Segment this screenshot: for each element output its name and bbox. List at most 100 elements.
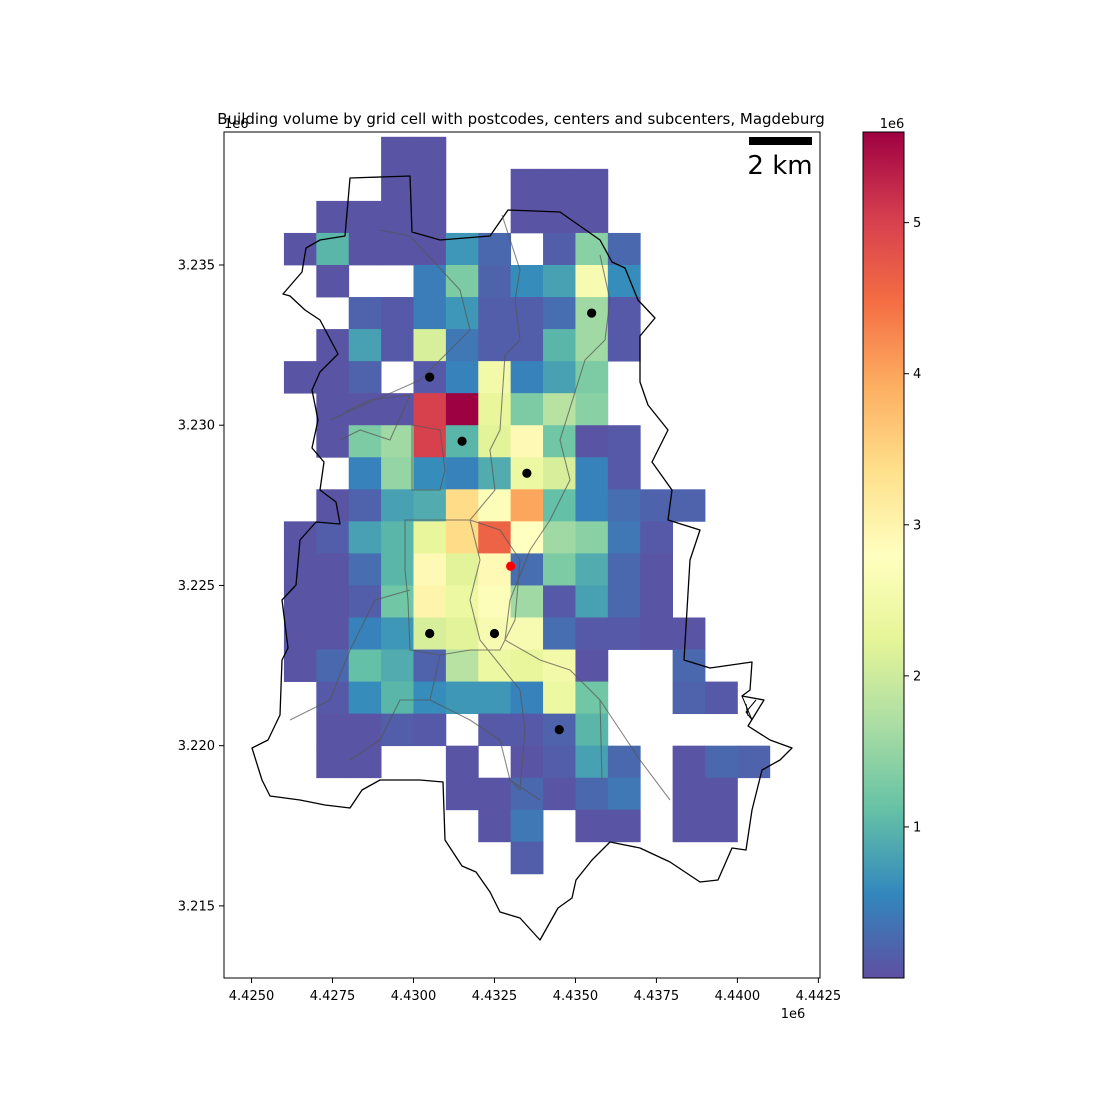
heatmap-cell	[413, 168, 447, 202]
postcode-boundary	[504, 254, 611, 781]
heatmap-cell	[348, 297, 382, 330]
heatmap-cell	[348, 585, 382, 618]
heatmap-cell	[575, 264, 609, 298]
heatmap-cell	[672, 649, 706, 682]
scale-bar: 2 km	[747, 137, 813, 181]
heatmap-cell	[478, 585, 512, 618]
heatmap-cell	[413, 200, 447, 234]
postcode-boundary	[404, 519, 521, 656]
postcode-boundary	[469, 214, 526, 792]
heatmap-cell	[510, 168, 544, 202]
heatmap-cell	[575, 617, 609, 650]
axes-frame	[223, 131, 821, 979]
heatmap-cell	[510, 649, 544, 682]
y-axis-ticks: 3.215 3.220 3.225 3.230 3.235	[178, 258, 224, 914]
heatmap-cell	[607, 457, 641, 490]
heatmap-cell	[607, 329, 641, 362]
heatmap-cell	[283, 585, 317, 618]
heatmap-cell	[413, 232, 447, 266]
heatmap-cells	[283, 136, 771, 875]
heatmap-cell	[543, 489, 576, 522]
heatmap-cell	[705, 777, 738, 811]
chart-title: Building volume by grid cell with postco…	[217, 110, 825, 128]
heatmap-cell	[316, 745, 350, 779]
colorbar-tick-label: 3	[913, 518, 921, 533]
x-axis-offset-label: 1e6	[781, 1007, 806, 1022]
y-axis-offset-label: 1e6	[224, 117, 249, 132]
heatmap-cell	[575, 393, 609, 426]
heatmap-cell	[478, 681, 512, 715]
heatmap-cell	[316, 361, 350, 394]
heatmap-cell	[316, 585, 350, 618]
postcode-boundary	[411, 424, 446, 491]
heatmap-cell	[381, 168, 414, 202]
heatmap-cell	[543, 264, 576, 298]
colorbar: 1 2 3 4 5 1e6	[862, 117, 921, 979]
heatmap-cell	[445, 745, 479, 779]
heatmap-cell	[510, 681, 544, 715]
heatmap-cell	[510, 361, 544, 394]
heatmap-cell	[510, 841, 544, 875]
heatmap-cell	[672, 617, 706, 650]
heatmap-cell	[348, 681, 382, 715]
heatmap-cell	[575, 361, 609, 394]
heatmap-cell	[575, 649, 609, 682]
city-boundary	[251, 175, 793, 941]
heatmap-cell	[543, 745, 576, 779]
colorbar-tick-label: 5	[913, 216, 921, 231]
heatmap-cell	[445, 329, 479, 362]
heatmap-cell	[672, 489, 706, 522]
heatmap-cell	[348, 745, 382, 779]
heatmap-cell	[348, 200, 382, 234]
x-tick-label: 4.4425	[796, 989, 842, 1004]
heatmap-cell	[348, 521, 382, 554]
heatmap-cell	[510, 425, 544, 458]
postcode-boundary	[349, 654, 441, 761]
heatmap-cell	[543, 425, 576, 458]
subcenter-marker	[522, 468, 532, 478]
heatmap-cell	[607, 264, 641, 298]
heatmap-cell	[348, 553, 382, 586]
heatmap-cell	[316, 200, 350, 234]
heatmap-cell	[381, 200, 414, 234]
heatmap-cell	[607, 585, 641, 618]
heatmap-cell	[575, 457, 609, 490]
heatmap-cell	[316, 489, 350, 522]
heatmap-cell	[348, 457, 382, 490]
heatmap-cell	[543, 168, 576, 202]
heatmap-cell	[672, 681, 706, 715]
heatmap-cell	[478, 809, 512, 843]
heatmap-cell	[413, 681, 447, 715]
heatmap-cell	[478, 232, 512, 266]
heatmap-cell	[607, 297, 641, 330]
heatmap-cell	[575, 521, 609, 554]
colorbar-tick-label: 4	[913, 367, 921, 382]
heatmap-cell	[381, 232, 414, 266]
postcode-boundary	[599, 699, 671, 801]
heatmap-cell	[543, 585, 576, 618]
heatmap-cell	[737, 745, 771, 779]
heatmap-cell	[445, 457, 479, 490]
heatmap-cell	[543, 361, 576, 394]
heatmap-cell	[543, 553, 576, 586]
heatmap-cell	[607, 425, 641, 458]
heatmap-cell	[478, 264, 512, 298]
heatmap-cell	[381, 457, 414, 490]
postcode-boundary	[289, 589, 411, 721]
colorbar-tick-label: 1	[913, 820, 921, 835]
heatmap-cell	[413, 297, 447, 330]
city-boundary-outline	[251, 175, 793, 941]
heatmap-cell	[575, 745, 609, 779]
center-marker	[506, 561, 516, 571]
heatmap-cell	[413, 521, 447, 554]
postcode-boundary	[329, 229, 471, 421]
heatmap-cell	[510, 809, 544, 843]
heatmap-cell	[575, 809, 609, 843]
heatmap-cell	[413, 393, 447, 426]
heatmap-cell	[510, 200, 544, 234]
heatmap-cell	[381, 425, 414, 458]
heatmap-cell	[348, 329, 382, 362]
heatmap-cell	[705, 745, 738, 779]
heatmap-cell	[510, 617, 544, 650]
postcode-boundaries	[289, 214, 671, 801]
